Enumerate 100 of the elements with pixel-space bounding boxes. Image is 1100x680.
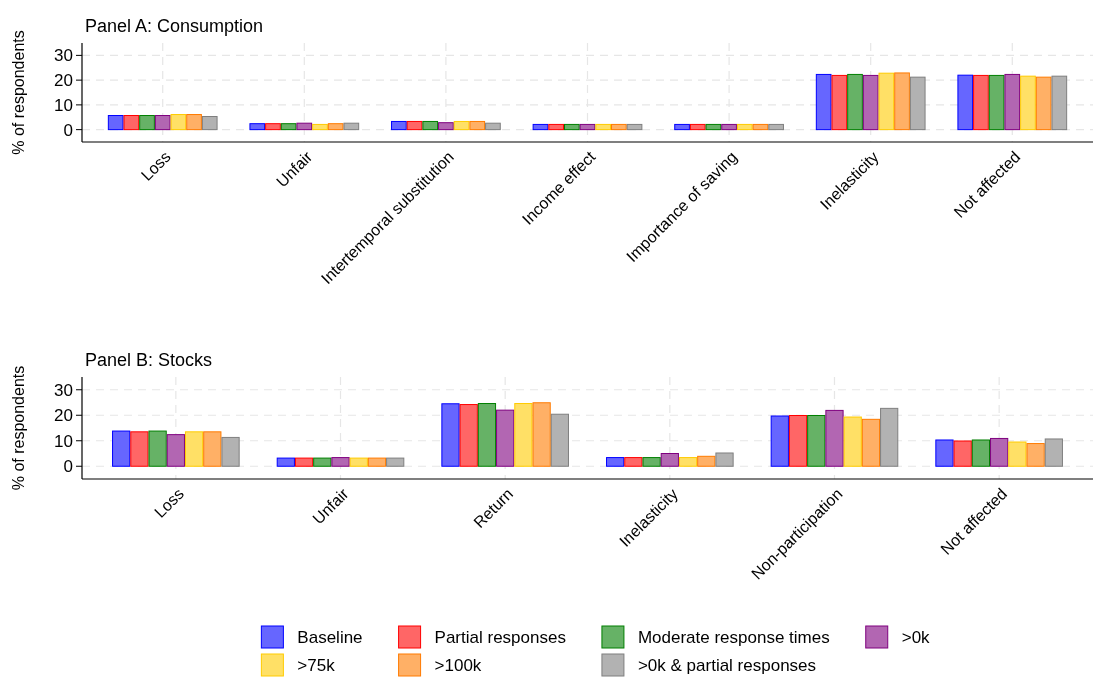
bar xyxy=(990,437,1009,467)
y-tick-label: 20 xyxy=(54,71,73,91)
bar xyxy=(752,123,769,131)
bar xyxy=(386,457,405,467)
bar xyxy=(935,439,954,467)
bar xyxy=(123,115,140,131)
bar xyxy=(550,413,569,467)
bar xyxy=(971,439,991,467)
y-tick-label: 30 xyxy=(54,46,73,66)
bar xyxy=(878,72,895,131)
legend-label: >0k & partial responses xyxy=(637,655,817,675)
y-tick-label: 20 xyxy=(54,406,73,426)
bar xyxy=(186,114,202,131)
bar xyxy=(441,403,460,467)
bar xyxy=(624,457,643,467)
y-axis-title: % of respondents xyxy=(10,30,27,155)
bar xyxy=(674,123,690,131)
bar xyxy=(453,120,470,131)
y-axis-title: % of respondents xyxy=(10,365,27,491)
bar xyxy=(988,74,1005,131)
bar xyxy=(532,402,551,467)
bar xyxy=(276,457,295,467)
bar xyxy=(788,415,808,467)
legend-label: >100k xyxy=(434,655,482,675)
bar xyxy=(831,74,848,131)
bar xyxy=(1044,438,1063,467)
bar xyxy=(112,430,131,467)
bar xyxy=(391,120,407,131)
bar xyxy=(280,123,297,131)
bar xyxy=(642,457,661,467)
bar xyxy=(313,457,332,467)
bar xyxy=(894,72,910,131)
bar xyxy=(312,123,328,131)
bar xyxy=(880,407,899,467)
bar xyxy=(139,115,155,131)
bar xyxy=(459,404,478,467)
bar xyxy=(1035,76,1052,131)
bar xyxy=(721,123,737,131)
y-tick-label: 30 xyxy=(54,380,73,400)
bar xyxy=(249,123,266,131)
bar xyxy=(861,418,881,467)
bar xyxy=(953,440,972,467)
bar xyxy=(715,452,734,467)
legend-label: Baseline xyxy=(297,627,363,647)
bar xyxy=(201,116,218,131)
bar xyxy=(843,416,862,467)
bar xyxy=(626,123,643,131)
bar xyxy=(107,115,124,131)
bar xyxy=(294,457,314,467)
bar xyxy=(736,123,753,131)
bar xyxy=(595,123,612,131)
bar xyxy=(1008,441,1027,467)
bar xyxy=(807,415,826,467)
bar xyxy=(438,122,454,131)
bar xyxy=(768,123,784,131)
bar xyxy=(265,123,281,131)
bar xyxy=(203,431,222,467)
bar xyxy=(477,403,497,467)
bar xyxy=(184,431,204,467)
legend-label: >75k xyxy=(297,655,336,675)
bar xyxy=(660,453,679,467)
bar xyxy=(367,457,387,467)
bar xyxy=(847,73,863,131)
bar xyxy=(957,74,974,131)
bar xyxy=(343,122,360,131)
bar xyxy=(825,409,844,467)
bar xyxy=(327,123,344,131)
legend-label: Partial responses xyxy=(434,627,566,647)
bar xyxy=(349,457,368,467)
bar xyxy=(469,120,486,131)
bar xyxy=(496,409,515,467)
bar xyxy=(697,455,716,467)
bar xyxy=(579,123,596,131)
bar xyxy=(606,457,625,467)
bar xyxy=(1026,443,1045,467)
bar xyxy=(689,123,706,131)
bar xyxy=(221,436,240,467)
legend-label: Moderate response times xyxy=(637,627,830,647)
bar xyxy=(705,123,722,131)
bar xyxy=(422,120,439,131)
bar xyxy=(563,123,580,131)
bar xyxy=(973,74,989,131)
bar xyxy=(611,123,627,131)
bar xyxy=(532,123,549,131)
bar xyxy=(514,403,533,467)
bar xyxy=(678,457,698,467)
y-tick-label: 0 xyxy=(63,457,73,477)
bar xyxy=(1004,73,1021,131)
bar xyxy=(815,73,832,131)
y-tick-label: 10 xyxy=(54,431,73,451)
bar xyxy=(148,430,167,467)
bar xyxy=(862,74,879,131)
bar xyxy=(1020,75,1036,131)
bar xyxy=(406,120,423,131)
bar xyxy=(770,415,789,467)
y-tick-label: 0 xyxy=(63,120,73,140)
bar xyxy=(548,123,564,131)
chart-title: Panel B: Stocks xyxy=(85,350,213,370)
bar xyxy=(296,122,313,131)
bar xyxy=(170,114,187,131)
